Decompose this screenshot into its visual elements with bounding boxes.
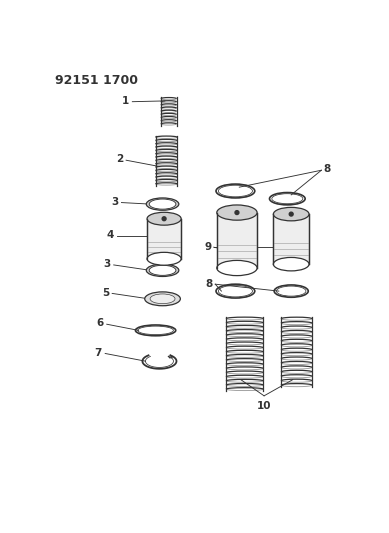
Text: 5: 5 [102,288,109,297]
Ellipse shape [150,294,175,304]
Text: 2: 2 [116,155,123,165]
Ellipse shape [145,292,180,306]
Ellipse shape [147,252,181,265]
Text: 9: 9 [204,242,211,252]
Text: 7: 7 [95,348,102,358]
Polygon shape [273,214,309,264]
Text: 3: 3 [103,259,110,269]
Ellipse shape [147,212,181,225]
Text: 1: 1 [122,96,129,106]
Ellipse shape [146,264,179,277]
Ellipse shape [149,199,176,209]
Text: 4: 4 [106,230,114,240]
Ellipse shape [217,205,257,220]
Polygon shape [147,219,181,259]
Text: 3: 3 [111,197,118,207]
Circle shape [162,217,166,221]
Text: 92151 1700: 92151 1700 [55,74,138,87]
Text: 8: 8 [206,279,213,289]
Ellipse shape [149,265,176,276]
Text: 10: 10 [257,401,271,411]
Text: 6: 6 [96,318,103,328]
Ellipse shape [146,198,179,210]
Ellipse shape [273,257,309,271]
Polygon shape [217,213,257,268]
Circle shape [235,211,239,214]
Circle shape [289,212,293,216]
Ellipse shape [217,261,257,276]
Text: 8: 8 [324,164,331,174]
Ellipse shape [273,207,309,221]
